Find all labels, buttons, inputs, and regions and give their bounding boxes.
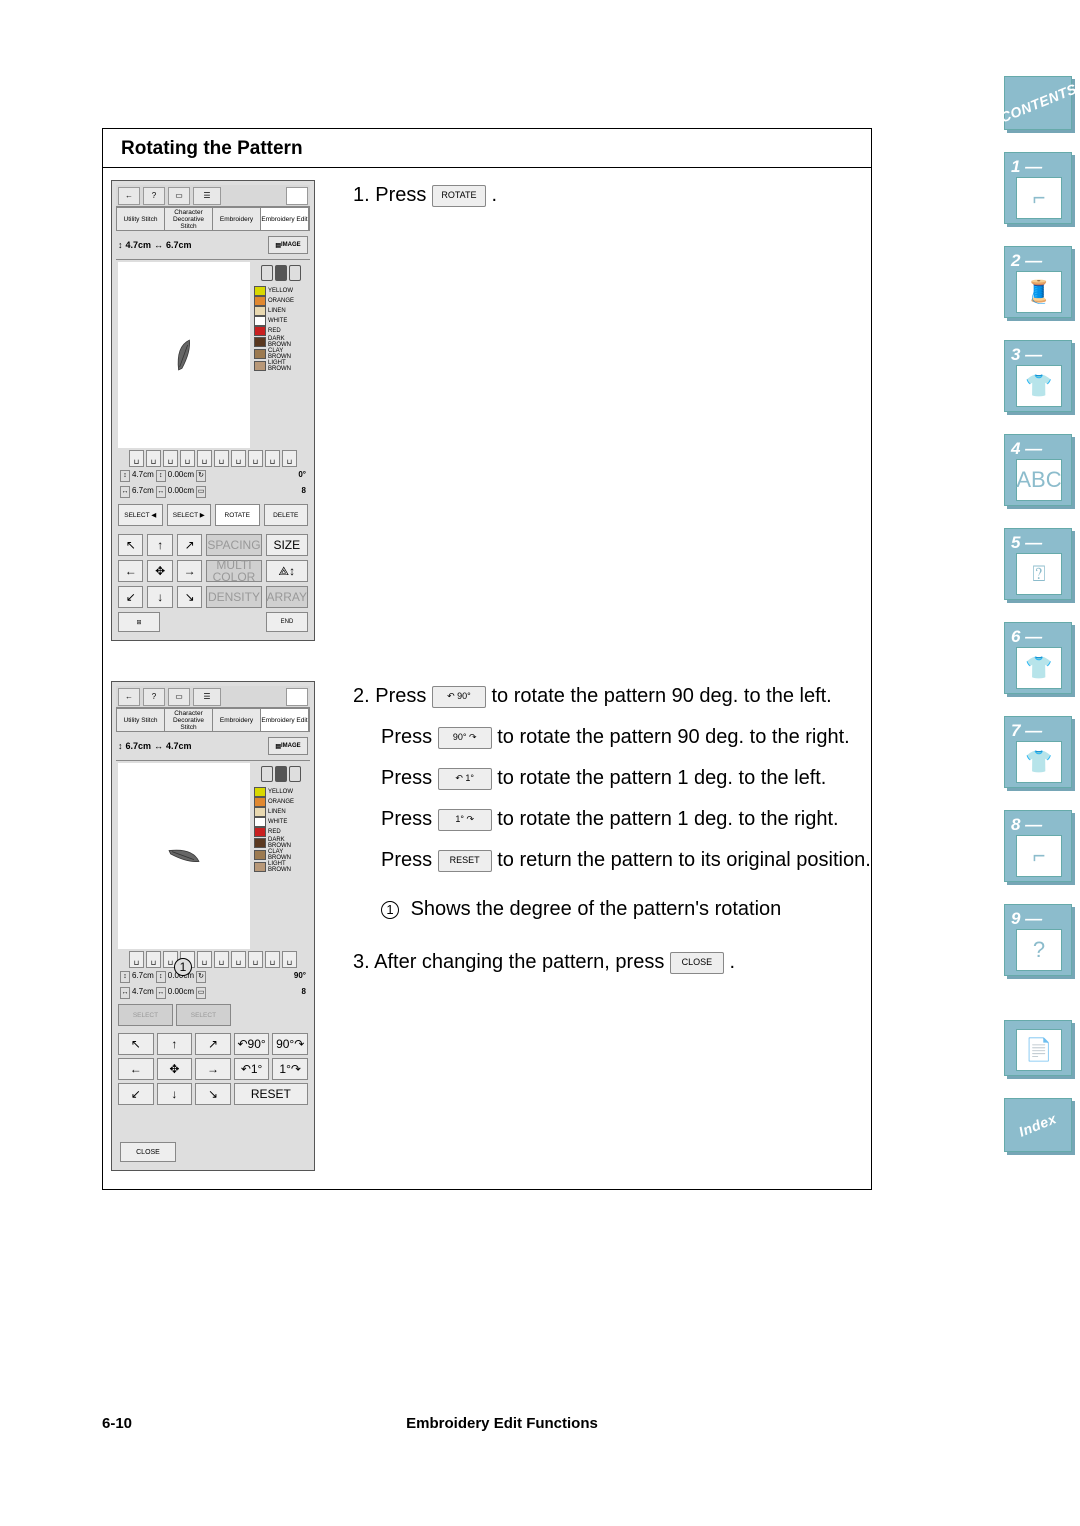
end-button: END bbox=[266, 612, 308, 632]
select-next: SELECT ▶ bbox=[167, 504, 212, 526]
section-title: Rotating the Pattern bbox=[103, 131, 871, 168]
chapter-tab-9[interactable]: 9 —? bbox=[1004, 904, 1072, 976]
annotation-1: 1 bbox=[381, 901, 399, 919]
step-3: 3. After changing the pattern, press CLO… bbox=[353, 947, 871, 978]
rotate-button: ROTATE bbox=[215, 504, 260, 526]
rotate-inline-btn: ROTATE bbox=[432, 185, 486, 207]
chapter-tab-1[interactable]: 1 —⌐ bbox=[1004, 152, 1072, 224]
chapter-tab-6[interactable]: 6 —👕 bbox=[1004, 622, 1072, 694]
rotate-left-1-btn: ↶ 1° bbox=[438, 768, 492, 790]
step-2: 2. Press ↶ 90° to rotate the pattern 90 … bbox=[353, 681, 871, 925]
image-button: ▤ IMAGE bbox=[268, 236, 308, 254]
design-preview bbox=[164, 335, 204, 375]
page-number: 6-10 bbox=[102, 1415, 132, 1432]
chapter-tab-8[interactable]: 8 —⌐ bbox=[1004, 810, 1072, 882]
chapter-tab-4[interactable]: 4 —ABC bbox=[1004, 434, 1072, 506]
reset-btn: RESET bbox=[438, 850, 492, 872]
contents-tab[interactable]: CONTENTS bbox=[1004, 76, 1072, 130]
foot-icon: ▭ bbox=[168, 187, 190, 205]
footer-title: Embroidery Edit Functions bbox=[406, 1415, 598, 1432]
select-prev: SELECT ◀ bbox=[118, 504, 163, 526]
rotate-left-90-btn: ↶ 90° bbox=[432, 686, 486, 708]
index-tab[interactable]: Index bbox=[1004, 1098, 1072, 1152]
chapter-tab-2[interactable]: 2 —🧵 bbox=[1004, 246, 1072, 318]
tab-character: Character Decorative Stitch bbox=[165, 208, 213, 230]
callout-1: 1 bbox=[174, 958, 192, 976]
chapter-tab-3[interactable]: 3 —👕 bbox=[1004, 340, 1072, 412]
dim-w: 6.7cm bbox=[166, 240, 192, 250]
chapter-tab-5[interactable]: 5 —⍰ bbox=[1004, 528, 1072, 600]
grid-button: ⊞ bbox=[118, 612, 160, 632]
close-button: CLOSE bbox=[120, 1142, 176, 1162]
rotate-right-90-btn: 90° ↷ bbox=[438, 727, 492, 749]
chapter-tab-7[interactable]: 7 —👕 bbox=[1004, 716, 1072, 788]
guide-icon: ☰ bbox=[193, 187, 221, 205]
tab-edit: Embroidery Edit bbox=[261, 208, 309, 230]
screen-rotate: ←? ▭☰ Utility Stitch Character Decorativ… bbox=[111, 681, 315, 1171]
screen-edit: ← ? ▭ ☰ Utility Stitch Character Decorat… bbox=[111, 180, 315, 641]
help-icon: ? bbox=[143, 187, 165, 205]
tab-embroidery: Embroidery bbox=[213, 208, 261, 230]
step-1: 1. Press ROTATE . bbox=[353, 180, 871, 211]
open-icon bbox=[286, 187, 308, 205]
appendix-tab[interactable]: 📄 bbox=[1004, 1020, 1072, 1076]
rotate-right-1-btn: 1° ↷ bbox=[438, 809, 492, 831]
dim-h: 4.7cm bbox=[126, 240, 152, 250]
tab-utility: Utility Stitch bbox=[117, 208, 165, 230]
close-inline-btn: CLOSE bbox=[670, 952, 724, 974]
chapter-sidebar: CONTENTS 1 —⌐ 2 —🧵 3 —👕 4 —ABC 5 —⍰ 6 —👕 7 —👕 8… bbox=[1004, 76, 1080, 1152]
back-icon: ← bbox=[118, 187, 140, 205]
delete-button: DELETE bbox=[264, 504, 309, 526]
page-footer: 6-10 Embroidery Edit Functions bbox=[102, 1415, 872, 1432]
